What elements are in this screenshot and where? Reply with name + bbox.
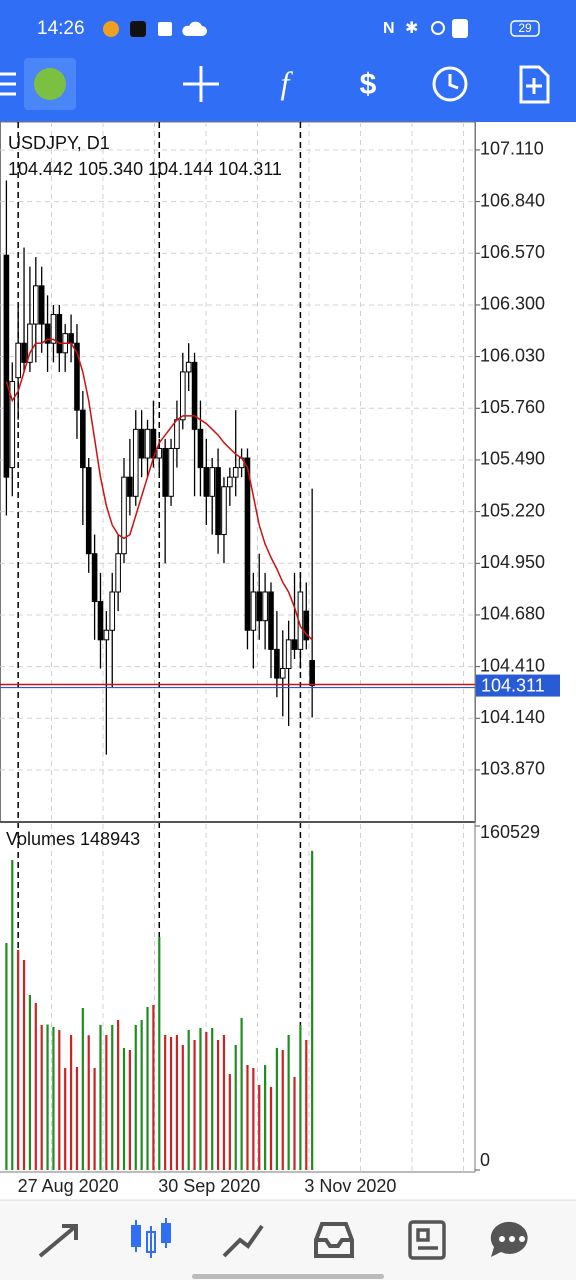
ohlc-values: 104.442 105.340 104.144 104.311: [8, 159, 282, 179]
candle-body: [127, 476, 133, 497]
menu-button[interactable]: [0, 72, 16, 96]
candle-body: [232, 467, 239, 478]
candle-body: [15, 342, 21, 379]
candle-body: [221, 486, 227, 536]
candle-body: [97, 601, 104, 641]
y-tick-label: 106.030: [480, 345, 545, 365]
period-button[interactable]: [432, 66, 468, 102]
candle-body: [250, 591, 257, 631]
chat-tab[interactable]: [490, 1221, 528, 1257]
svg-text:✱: ✱: [405, 20, 418, 37]
candle-body: [132, 428, 139, 497]
bid-label-box: [476, 674, 560, 697]
candle-body: [56, 314, 63, 354]
status-time: 14:26: [37, 18, 85, 39]
crosshair-button[interactable]: [183, 66, 219, 102]
y-tick-label: 107.110: [480, 139, 544, 159]
candle-body: [203, 467, 210, 497]
y-tick-label: 103.870: [480, 759, 545, 779]
candle-body: [244, 457, 251, 631]
y-tick-label: 104.950: [480, 552, 545, 572]
candle-body: [303, 610, 310, 641]
candle-body: [268, 591, 274, 650]
y-tick-label: 105.760: [480, 397, 545, 417]
history-tab[interactable]: [314, 1222, 354, 1258]
candle-body: [91, 553, 98, 603]
chart-tab[interactable]: [131, 1218, 171, 1258]
candle-body: [185, 361, 192, 373]
y-tick-label: 106.570: [480, 242, 545, 262]
candle-body: [197, 428, 204, 469]
candle-body: [279, 668, 286, 679]
chart-title: USDJPY, D1: [8, 133, 110, 153]
candle-body: [85, 467, 92, 555]
candle-body: [227, 476, 233, 488]
top-bar: [0, 0, 576, 122]
candle-body: [291, 639, 298, 650]
y-tick-label: 104.410: [480, 655, 545, 675]
trade-tab[interactable]: [222, 1224, 264, 1258]
y-tick-label: 105.490: [480, 449, 545, 469]
candle-body: [44, 323, 51, 344]
candle-body: [50, 314, 57, 344]
app-logo-mark: [34, 68, 66, 100]
candle-body: [138, 428, 145, 459]
status-icons: N ✱: [103, 19, 540, 38]
candle-body: [33, 285, 39, 325]
candle-body: [285, 639, 292, 670]
candle-body: [80, 409, 86, 469]
candle-body: [115, 553, 121, 593]
news-tab[interactable]: [408, 1220, 446, 1260]
candle-body: [215, 467, 221, 536]
y-tick-label: 105.220: [480, 500, 545, 520]
chart-area: 107.110 106.840 106.570 106.300 106.030 105.7…: [0, 121, 560, 1196]
candle-body: [9, 380, 16, 469]
volume-title: Volumes 148943: [6, 829, 140, 849]
candle-body: [144, 428, 151, 459]
bid-label: 104.311: [481, 675, 545, 695]
candle-body: [274, 648, 280, 679]
x-tick-label: 30 Sep 2020: [158, 1176, 260, 1196]
trade-button[interactable]: $: [360, 68, 377, 101]
candle-body: [3, 254, 10, 478]
candle-body: [103, 629, 110, 641]
candle-body: [38, 285, 45, 325]
y-tick-label: 160529: [480, 822, 540, 842]
candle-body: [309, 659, 315, 687]
battery-level: 29: [518, 21, 532, 35]
candle-body: [162, 447, 168, 497]
quotes-tab[interactable]: [38, 1224, 78, 1258]
candle-body: [262, 591, 268, 622]
home-indicator: [192, 1274, 384, 1279]
candle-body: [174, 419, 180, 449]
y-tick-label: 104.680: [480, 604, 545, 624]
candle-body: [256, 591, 263, 622]
candle-body: [27, 323, 33, 363]
x-tick-label: 3 Nov 2020: [304, 1176, 396, 1196]
y-tick-label: 104.140: [480, 707, 545, 727]
candle-body: [191, 361, 198, 430]
candle-body: [68, 333, 74, 344]
candle-body: [109, 591, 116, 631]
candle-body: [21, 342, 27, 363]
candle-body: [121, 476, 127, 555]
candle-body: [168, 447, 174, 497]
candle-body: [209, 467, 215, 497]
template-button[interactable]: [519, 65, 550, 104]
candle-body: [180, 371, 186, 421]
y-tick-label: 106.300: [480, 294, 545, 314]
candle-body: [74, 342, 80, 411]
x-tick-label: 27 Aug 2020: [18, 1176, 119, 1196]
moving-average: [5, 338, 313, 641]
y-tick-label: 0: [480, 1150, 490, 1170]
bottom-nav: [0, 1200, 576, 1280]
candle-body: [156, 447, 163, 459]
y-tick-label: 106.840: [480, 190, 545, 210]
svg-text:N: N: [383, 20, 395, 37]
